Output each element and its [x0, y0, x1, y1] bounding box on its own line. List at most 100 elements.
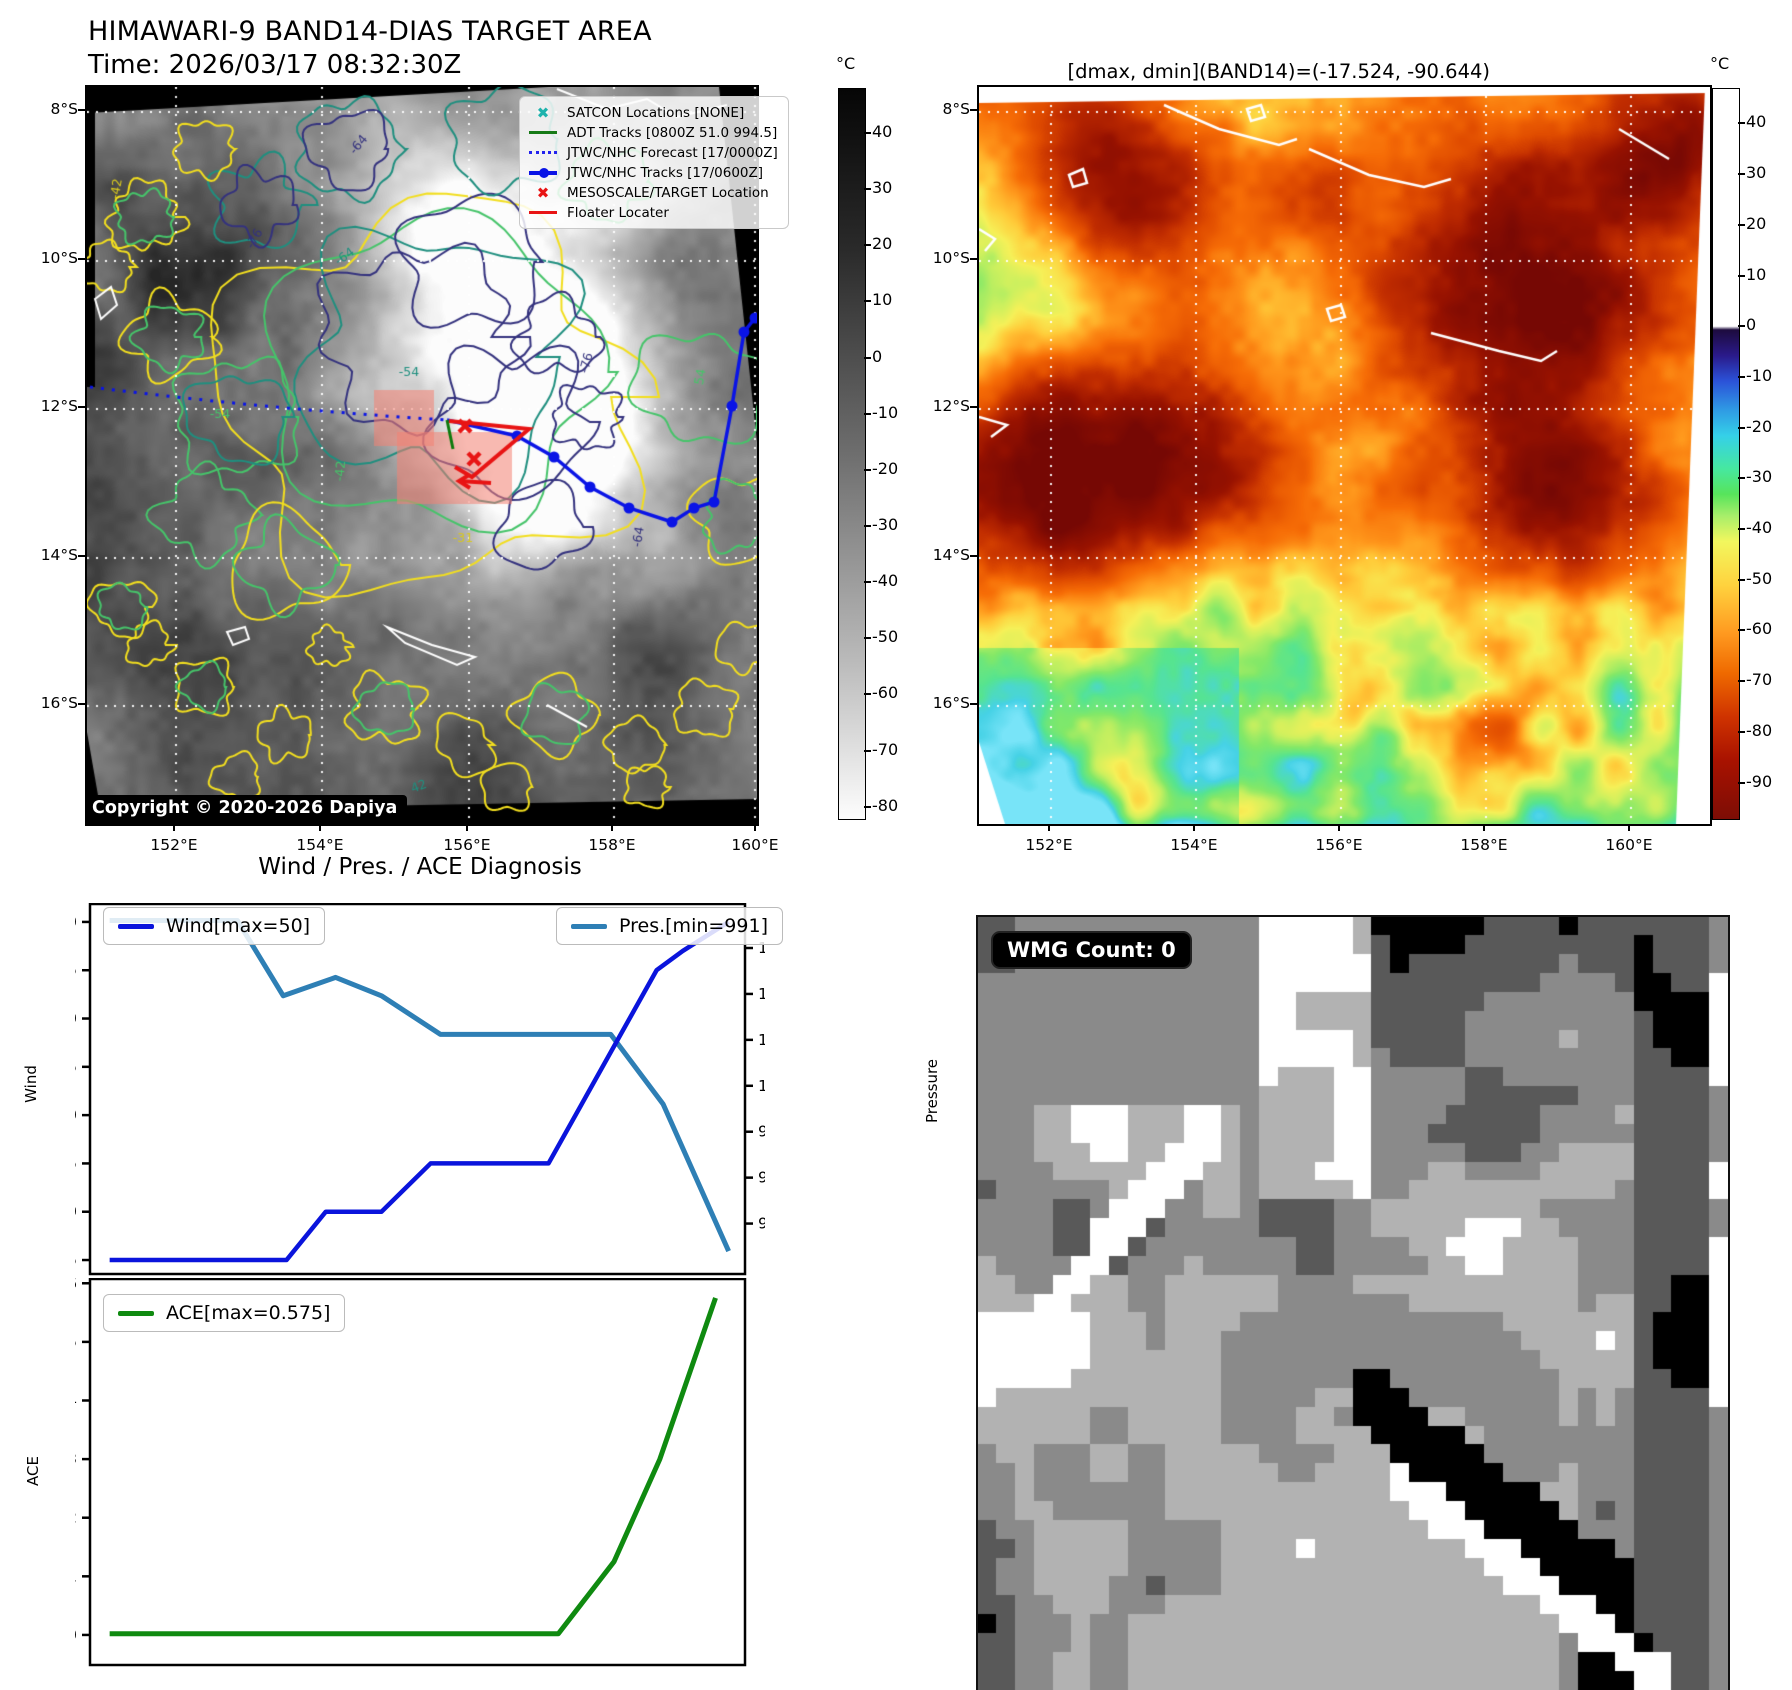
lon-tick-label: 156°E — [443, 836, 491, 854]
tick-mark — [1738, 477, 1745, 480]
colorbar-tick-label: 0 — [872, 346, 883, 366]
legend-item-label: SATCON Locations [NONE] — [567, 104, 745, 121]
map-legend: ✖ SATCON Locations [NONE] ADT Tracks [0800… — [519, 96, 789, 229]
svg-text:0.0: 0.0 — [75, 1626, 77, 1644]
colorbar-unit-left: °C — [836, 54, 856, 73]
legend-item: JTWC/NHC Forecast [17/0000Z] — [528, 144, 778, 161]
svg-text:0.6: 0.6 — [75, 1278, 77, 1292]
colorbar-tick-label: 30 — [872, 178, 893, 198]
svg-text:992.5: 992.5 — [758, 1215, 765, 1233]
colorbar-tick-label: -60 — [872, 683, 899, 703]
colorbar-tick-label: -80 — [872, 795, 899, 815]
tick-mark — [864, 693, 871, 696]
svg-text:1002.5: 1002.5 — [758, 1031, 765, 1049]
svg-text:995.0: 995.0 — [758, 1169, 765, 1187]
awv-satellite-canvas — [979, 87, 1710, 824]
svg-text:45: 45 — [75, 961, 77, 979]
lat-tick-label: 16°S — [932, 694, 970, 712]
tick-mark — [1338, 824, 1340, 831]
colorbar-tick-label: -40 — [1746, 518, 1773, 538]
svg-text:1007.5: 1007.5 — [758, 939, 765, 957]
pressure-axis-label: Pressure — [923, 1058, 942, 1124]
tick-mark — [1193, 824, 1195, 831]
colorbar-tick-label: 20 — [1746, 213, 1767, 233]
colorbar-tick-label: -70 — [872, 739, 899, 759]
tick-mark — [78, 258, 85, 260]
dotted-line-icon — [528, 151, 558, 154]
colorbar-tick-label: 0 — [1746, 315, 1757, 335]
legend-item: ✖ MESOSCALE/TARGET Location — [528, 183, 778, 202]
ace-line-swatch — [118, 1310, 154, 1316]
colorbar-tick-label: -30 — [872, 515, 899, 534]
solid-line-icon — [528, 130, 558, 135]
grayscale-colorbar — [838, 88, 866, 820]
colorbar-tick-label: -10 — [1746, 365, 1773, 385]
wind-legend-label: Wind[max=50] — [166, 915, 311, 937]
tick-mark — [611, 824, 613, 831]
tick-mark — [864, 412, 871, 415]
tick-mark — [466, 824, 468, 831]
colorbar-unit-right: °C — [1710, 54, 1730, 73]
svg-text:0.3: 0.3 — [75, 1450, 77, 1468]
svg-text:50: 50 — [75, 913, 77, 931]
lon-tick-label: 154°E — [1170, 836, 1218, 854]
panel-awv-map — [977, 85, 1712, 826]
lon-tick-label: 160°E — [731, 836, 779, 854]
lat-tick-label: 10°S — [932, 249, 970, 267]
legend-item-label: MESOSCALE/TARGET Location — [567, 184, 769, 201]
legend-item: JTWC/NHC Tracks [17/0600Z] — [528, 164, 778, 181]
svg-text:20: 20 — [75, 1203, 77, 1221]
colorbar-tick-label: -10 — [872, 402, 899, 422]
svg-text:30: 30 — [75, 1106, 77, 1124]
colorbar-tick-label: 20 — [872, 234, 893, 254]
tick-mark — [864, 468, 871, 471]
svg-text:40: 40 — [75, 1010, 77, 1028]
svg-text:1000.0: 1000.0 — [758, 1077, 765, 1095]
line-dot-icon — [528, 167, 558, 178]
tick-mark — [78, 109, 85, 111]
lon-tick-label: 160°E — [1605, 836, 1653, 854]
tick-mark — [1738, 274, 1745, 277]
tick-mark — [864, 300, 871, 303]
page-title: HIMAWARI-9 BAND14-DIAS TARGET AREA — [88, 16, 652, 47]
svg-text:0.5: 0.5 — [75, 1333, 77, 1351]
tick-mark — [1738, 528, 1745, 531]
tick-mark — [864, 637, 871, 640]
tick-mark — [1738, 730, 1745, 733]
tick-mark — [754, 824, 756, 831]
tick-mark — [1483, 824, 1485, 831]
tick-mark — [1738, 426, 1745, 429]
tick-mark — [864, 581, 871, 584]
lon-tick-label: 152°E — [1025, 836, 1073, 854]
tick-mark — [1738, 578, 1745, 581]
x-marker-icon: ✖ — [536, 183, 550, 202]
tick-mark — [78, 703, 85, 705]
tick-mark — [173, 824, 175, 831]
legend-item: ADT Tracks [0800Z 51.0 994.5] — [528, 124, 778, 141]
lat-tick-label: 8°S — [942, 100, 970, 118]
colorbar-tick-label: -70 — [1746, 670, 1773, 690]
legend-item-label: Floater Locater — [567, 204, 669, 221]
tick-mark — [1738, 173, 1745, 176]
tick-mark — [1738, 781, 1745, 784]
ace-legend: ACE[max=0.575] — [103, 1294, 346, 1332]
ace-axis-label: ACE — [23, 1456, 42, 1486]
pressure-legend: Pres.[min=991] — [556, 907, 783, 945]
lon-tick-label: 152°E — [150, 836, 198, 854]
svg-text:15: 15 — [75, 1251, 77, 1269]
wind-legend: Wind[max=50] — [103, 907, 326, 945]
lat-tick-label: 12°S — [932, 397, 970, 415]
tick-mark — [864, 356, 871, 359]
tick-mark — [1738, 325, 1745, 328]
tick-mark — [864, 131, 871, 134]
legend-item-label: ADT Tracks [0800Z 51.0 994.5] — [567, 124, 778, 141]
colorbar-tick-label: 10 — [1746, 264, 1767, 284]
tick-mark — [970, 109, 977, 111]
colorbar-tick-label: -40 — [872, 571, 899, 591]
colorbar-tick-label: -20 — [872, 458, 899, 478]
dmax-dmin-band14: [dmax, dmin](BAND14)=(-17.524, -90.644) — [1067, 60, 1490, 83]
ace-legend-label: ACE[max=0.575] — [166, 1302, 331, 1324]
lat-tick-label: 14°S — [40, 546, 78, 564]
tick-mark — [78, 406, 85, 408]
